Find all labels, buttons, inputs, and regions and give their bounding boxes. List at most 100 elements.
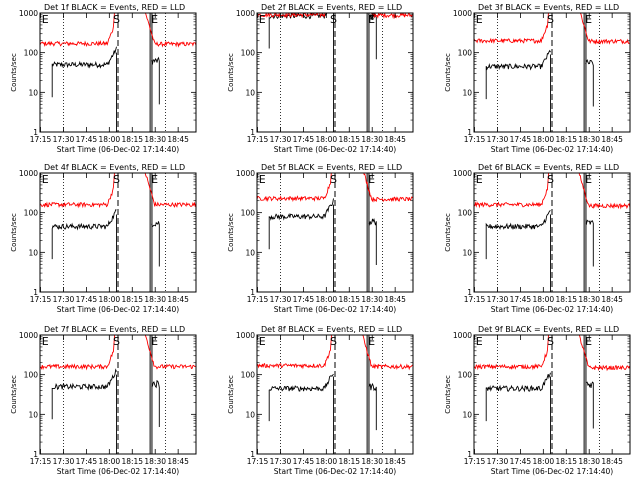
marker-label: E: [42, 335, 49, 348]
marker-label: E: [476, 13, 483, 26]
plot-area: [474, 13, 630, 132]
x-tick-label: 17:30: [53, 135, 75, 144]
y-axis-label: Counts/sec: [10, 213, 18, 252]
x-tick-label: 17:30: [270, 135, 292, 144]
x-tick-label: 17:45: [76, 135, 98, 144]
y-tick-label: 10: [245, 248, 255, 257]
x-tick-label: 18:00: [533, 457, 555, 466]
x-tick-label: 17:15: [464, 457, 486, 466]
panel-title: Det 8f BLACK = Events, RED = LLD: [261, 325, 402, 334]
marker-label: E: [368, 13, 375, 26]
y-tick-label: 100: [458, 49, 473, 58]
panel-det-9: Det 9f BLACK = Events, RED = LLD Counts/s…: [444, 325, 631, 476]
x-tick-label: 18:00: [316, 295, 338, 304]
plot-frame: [39, 334, 197, 455]
x-tick-label: 18:45: [601, 135, 623, 144]
x-tick-label: 18:30: [578, 457, 600, 466]
events-series-line: [51, 368, 117, 420]
plot-area: [257, 173, 413, 292]
marker-label: E: [476, 173, 483, 186]
y-tick-label: 10: [28, 88, 38, 97]
y-axis-label: Counts/sec: [227, 53, 235, 92]
y-tick-label: 1000: [453, 331, 472, 340]
x-tick-label: 18:00: [316, 457, 338, 466]
y-tick-label: 1: [33, 128, 38, 137]
marker-label: E: [42, 173, 49, 186]
x-tick-label: 17:45: [510, 295, 532, 304]
panel-det-1: Det 1f BLACK = Events, RED = LLD Counts/s…: [10, 3, 197, 154]
lld-series-line-after: [579, 13, 630, 45]
plot-area: [40, 173, 196, 292]
x-tick-label: 18:30: [361, 457, 383, 466]
plot-frame: [473, 334, 631, 455]
x-tick-label: 18:15: [121, 135, 143, 144]
plot-frame: [256, 12, 414, 133]
panel-title: Det 3f BLACK = Events, RED = LLD: [478, 3, 619, 12]
marker-label: E: [368, 335, 375, 348]
plot-frame: [39, 172, 197, 293]
panel-det-2: Det 2f BLACK = Events, RED = LLD Counts/s…: [227, 3, 414, 154]
y-tick-label: 100: [24, 209, 39, 218]
panel-title: Det 5f BLACK = Events, RED = LLD: [261, 163, 402, 172]
x-tick-label: 18:30: [361, 295, 383, 304]
y-tick-label: 10: [28, 410, 38, 419]
x-axis-label: Start Time (06-Dec-02 17:14:40): [57, 305, 179, 314]
lld-series-line-after: [144, 335, 196, 370]
y-axis-label: Counts/sec: [10, 53, 18, 92]
lld-series-line-after: [578, 173, 630, 210]
y-tick-label: 1000: [453, 169, 472, 178]
x-tick-label: 18:15: [555, 135, 577, 144]
lld-series-line: [474, 173, 550, 209]
lld-series-line-after: [144, 173, 196, 208]
marker-label: E: [585, 335, 592, 348]
marker-label: S: [547, 335, 554, 348]
x-tick-label: 17:30: [270, 457, 292, 466]
panel-title: Det 4f BLACK = Events, RED = LLD: [44, 163, 185, 172]
lld-series-line: [40, 13, 115, 48]
x-tick-label: 18:00: [316, 135, 338, 144]
x-tick-label: 18:00: [533, 295, 555, 304]
marker-label: S: [547, 13, 554, 26]
x-tick-label: 18:45: [601, 457, 623, 466]
y-tick-label: 1: [33, 450, 38, 459]
y-axis-label: Counts/sec: [227, 213, 235, 252]
y-tick-label: 1000: [19, 331, 38, 340]
lld-series-line-after: [363, 173, 413, 203]
x-tick-label: 18:00: [99, 295, 121, 304]
x-axis-label: Start Time (06-Dec-02 17:14:40): [274, 467, 396, 476]
x-tick-label: 18:45: [601, 295, 623, 304]
x-tick-label: 18:45: [384, 457, 406, 466]
y-tick-label: 1000: [236, 331, 255, 340]
y-tick-label: 1: [467, 288, 472, 297]
plot-frame: [256, 334, 414, 455]
x-tick-label: 18:15: [338, 457, 360, 466]
y-tick-label: 10: [462, 248, 472, 257]
events-series-line: [485, 49, 551, 100]
x-tick-label: 17:15: [30, 295, 52, 304]
x-tick-label: 18:45: [167, 457, 189, 466]
y-tick-label: 10: [462, 410, 472, 419]
lld-series-line: [40, 173, 115, 209]
events-series-line: [485, 372, 551, 422]
x-tick-label: 18:15: [555, 295, 577, 304]
marker-label: E: [151, 13, 158, 26]
y-tick-label: 10: [462, 88, 472, 97]
x-tick-label: 18:30: [578, 295, 600, 304]
y-tick-label: 10: [245, 88, 255, 97]
y-tick-label: 1000: [19, 9, 38, 18]
events-series-line: [51, 209, 117, 260]
y-tick-label: 1000: [19, 169, 38, 178]
plot-area: [40, 13, 196, 132]
y-tick-label: 1: [250, 128, 255, 137]
marker-label: S: [330, 13, 337, 26]
y-tick-label: 100: [24, 49, 39, 58]
x-tick-label: 18:45: [167, 135, 189, 144]
x-axis-label: Start Time (06-Dec-02 17:14:40): [491, 145, 613, 154]
panel-det-4: Det 4f BLACK = Events, RED = LLD Counts/s…: [10, 163, 197, 314]
x-tick-label: 18:00: [99, 457, 121, 466]
x-tick-label: 17:30: [53, 457, 75, 466]
x-tick-label: 17:45: [76, 295, 98, 304]
lld-series-line: [474, 13, 549, 45]
marker-label: E: [585, 13, 592, 26]
